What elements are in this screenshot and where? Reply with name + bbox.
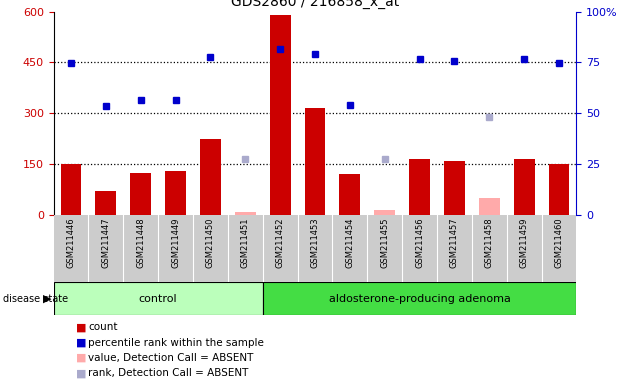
Text: GSM211449: GSM211449 [171, 217, 180, 268]
Text: aldosterone-producing adenoma: aldosterone-producing adenoma [329, 293, 510, 304]
Bar [200, 139, 221, 215]
Bar [95, 191, 117, 215]
Text: GSM211448: GSM211448 [136, 217, 145, 268]
Text: GSM211454: GSM211454 [345, 217, 354, 268]
Text: ■: ■ [76, 338, 86, 348]
Text: GSM211460: GSM211460 [554, 217, 563, 268]
Bar [374, 210, 395, 215]
Text: percentile rank within the sample: percentile rank within the sample [88, 338, 264, 348]
Text: ■: ■ [76, 353, 86, 363]
Bar [165, 171, 186, 215]
Text: ■: ■ [76, 368, 86, 378]
Bar [60, 164, 81, 215]
Text: GSM211447: GSM211447 [101, 217, 110, 268]
Bar [54, 282, 263, 315]
Text: control: control [139, 293, 178, 304]
Bar [235, 212, 256, 215]
Text: GSM211450: GSM211450 [206, 217, 215, 268]
Bar [270, 15, 290, 215]
Bar [549, 164, 570, 215]
Text: GSM211453: GSM211453 [311, 217, 319, 268]
Text: ■: ■ [76, 322, 86, 332]
Text: GSM211458: GSM211458 [485, 217, 494, 268]
Bar [130, 173, 151, 215]
Text: disease state: disease state [3, 293, 68, 304]
Text: value, Detection Call = ABSENT: value, Detection Call = ABSENT [88, 353, 253, 363]
Text: GSM211452: GSM211452 [276, 217, 285, 268]
Text: count: count [88, 322, 118, 332]
Bar [304, 108, 326, 215]
Bar [513, 159, 535, 215]
Bar [444, 161, 465, 215]
Text: GSM211446: GSM211446 [67, 217, 76, 268]
Bar [479, 198, 500, 215]
Text: rank, Detection Call = ABSENT: rank, Detection Call = ABSENT [88, 368, 249, 378]
Bar [340, 174, 360, 215]
Text: GSM211451: GSM211451 [241, 217, 249, 268]
Text: GSM211455: GSM211455 [381, 217, 389, 268]
Text: ▶: ▶ [43, 293, 52, 304]
Text: GSM211459: GSM211459 [520, 217, 529, 268]
Text: GSM211456: GSM211456 [415, 217, 424, 268]
Title: GDS2860 / 216858_x_at: GDS2860 / 216858_x_at [231, 0, 399, 9]
Bar [409, 159, 430, 215]
Bar [263, 282, 576, 315]
Text: GSM211457: GSM211457 [450, 217, 459, 268]
